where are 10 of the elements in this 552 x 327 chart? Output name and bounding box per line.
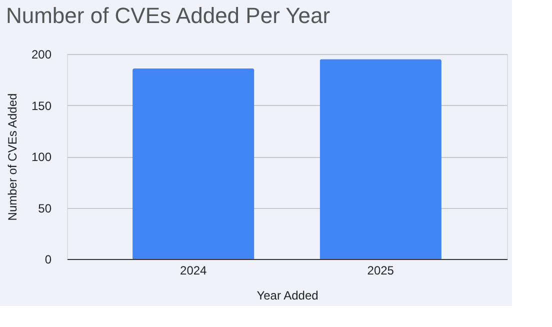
y-tick-label: 50 bbox=[38, 201, 52, 216]
x-axis-title: Year Added bbox=[256, 288, 318, 302]
y-axis-title: Number of CVEs Added bbox=[5, 93, 20, 221]
y-tick-label: 200 bbox=[31, 48, 52, 62]
y-tick-label: 0 bbox=[44, 252, 52, 266]
x-tick-label: 2025 bbox=[367, 264, 394, 278]
y-tick-label: 150 bbox=[31, 98, 52, 113]
y-tick-label: 100 bbox=[31, 150, 52, 164]
chart-title: Number of CVEs Added Per Year bbox=[6, 3, 330, 28]
x-tick-label: 2024 bbox=[180, 264, 208, 278]
